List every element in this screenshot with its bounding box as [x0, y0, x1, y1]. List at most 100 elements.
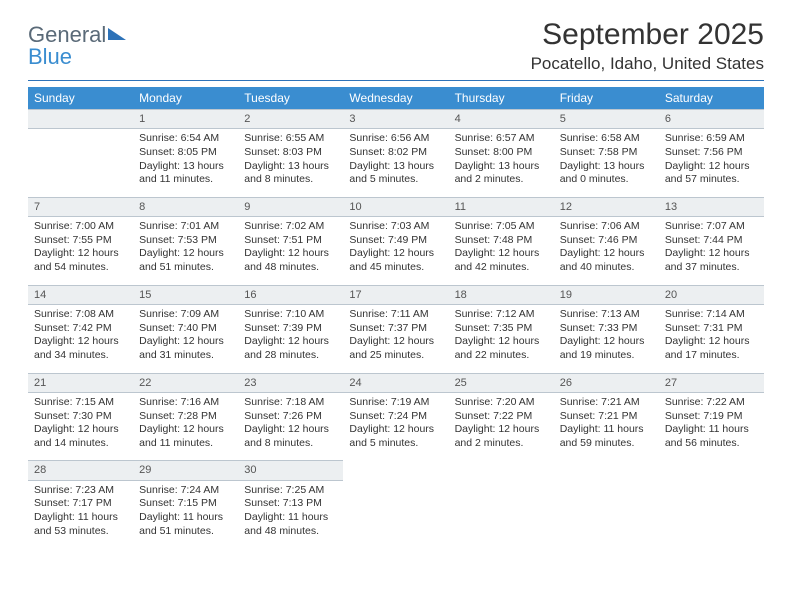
day-number: 28 [28, 460, 133, 480]
sunset-text: Sunset: 7:13 PM [244, 497, 337, 511]
sunset-text: Sunset: 7:28 PM [139, 410, 232, 424]
day-body: Sunrise: 7:03 AMSunset: 7:49 PMDaylight:… [343, 217, 448, 281]
sunset-text: Sunset: 7:24 PM [349, 410, 442, 424]
sunrise-text: Sunrise: 6:58 AM [560, 132, 653, 146]
day-cell: 12Sunrise: 7:06 AMSunset: 7:46 PMDayligh… [554, 197, 659, 281]
sunset-text: Sunset: 7:31 PM [665, 322, 758, 336]
day-number: 6 [659, 109, 764, 129]
sunset-text: Sunset: 7:33 PM [560, 322, 653, 336]
daylight-text: Daylight: 12 hours and 5 minutes. [349, 423, 442, 450]
sunrise-text: Sunrise: 7:13 AM [560, 308, 653, 322]
header-divider [28, 80, 764, 81]
day-number: 14 [28, 285, 133, 305]
day-cell: 25Sunrise: 7:20 AMSunset: 7:22 PMDayligh… [449, 373, 554, 457]
day-cell: 6Sunrise: 6:59 AMSunset: 7:56 PMDaylight… [659, 109, 764, 193]
sunrise-text: Sunrise: 7:05 AM [455, 220, 548, 234]
day-cell: 16Sunrise: 7:10 AMSunset: 7:39 PMDayligh… [238, 285, 343, 369]
sunset-text: Sunset: 7:37 PM [349, 322, 442, 336]
day-number: 3 [343, 109, 448, 129]
daylight-text: Daylight: 12 hours and 14 minutes. [34, 423, 127, 450]
day-number: 30 [238, 460, 343, 480]
day-number: 22 [133, 373, 238, 393]
day-cell: 9Sunrise: 7:02 AMSunset: 7:51 PMDaylight… [238, 197, 343, 281]
day-cell: 28Sunrise: 7:23 AMSunset: 7:17 PMDayligh… [28, 460, 133, 544]
day-cell: . [659, 460, 764, 544]
day-number: 20 [659, 285, 764, 305]
daylight-text: Daylight: 13 hours and 8 minutes. [244, 160, 337, 187]
month-title: September 2025 [531, 18, 764, 52]
daylight-text: Daylight: 12 hours and 37 minutes. [665, 247, 758, 274]
day-number: 12 [554, 197, 659, 217]
daylight-text: Daylight: 12 hours and 40 minutes. [560, 247, 653, 274]
day-body: Sunrise: 7:23 AMSunset: 7:17 PMDaylight:… [28, 481, 133, 545]
day-cell: 15Sunrise: 7:09 AMSunset: 7:40 PMDayligh… [133, 285, 238, 369]
sunrise-text: Sunrise: 7:02 AM [244, 220, 337, 234]
day-cell: . [554, 460, 659, 544]
sunrise-text: Sunrise: 7:11 AM [349, 308, 442, 322]
day-cell: 2Sunrise: 6:55 AMSunset: 8:03 PMDaylight… [238, 109, 343, 193]
day-body: Sunrise: 7:10 AMSunset: 7:39 PMDaylight:… [238, 305, 343, 369]
day-body: Sunrise: 7:25 AMSunset: 7:13 PMDaylight:… [238, 481, 343, 545]
daylight-text: Daylight: 13 hours and 0 minutes. [560, 160, 653, 187]
sunset-text: Sunset: 7:19 PM [665, 410, 758, 424]
daylight-text: Daylight: 12 hours and 45 minutes. [349, 247, 442, 274]
week-row: .1Sunrise: 6:54 AMSunset: 8:05 PMDayligh… [28, 109, 764, 193]
day-cell: 23Sunrise: 7:18 AMSunset: 7:26 PMDayligh… [238, 373, 343, 457]
title-block: September 2025 Pocatello, Idaho, United … [531, 18, 764, 74]
daylight-text: Daylight: 11 hours and 48 minutes. [244, 511, 337, 538]
sunrise-text: Sunrise: 7:01 AM [139, 220, 232, 234]
sunrise-text: Sunrise: 7:20 AM [455, 396, 548, 410]
day-body: Sunrise: 7:19 AMSunset: 7:24 PMDaylight:… [343, 393, 448, 457]
day-cell: 17Sunrise: 7:11 AMSunset: 7:37 PMDayligh… [343, 285, 448, 369]
day-number: 7 [28, 197, 133, 217]
day-cell: 5Sunrise: 6:58 AMSunset: 7:58 PMDaylight… [554, 109, 659, 193]
day-body: Sunrise: 7:00 AMSunset: 7:55 PMDaylight:… [28, 217, 133, 281]
day-number: 10 [343, 197, 448, 217]
sunset-text: Sunset: 7:17 PM [34, 497, 127, 511]
sunset-text: Sunset: 7:15 PM [139, 497, 232, 511]
day-body: Sunrise: 6:54 AMSunset: 8:05 PMDaylight:… [133, 129, 238, 193]
day-cell: 20Sunrise: 7:14 AMSunset: 7:31 PMDayligh… [659, 285, 764, 369]
day-number: 27 [659, 373, 764, 393]
day-body: Sunrise: 7:01 AMSunset: 7:53 PMDaylight:… [133, 217, 238, 281]
daylight-text: Daylight: 12 hours and 28 minutes. [244, 335, 337, 362]
day-number: 18 [449, 285, 554, 305]
week-row: 21Sunrise: 7:15 AMSunset: 7:30 PMDayligh… [28, 373, 764, 457]
day-number: 16 [238, 285, 343, 305]
day-number: 11 [449, 197, 554, 217]
day-number: . [28, 109, 133, 129]
day-number: 13 [659, 197, 764, 217]
sunset-text: Sunset: 8:05 PM [139, 146, 232, 160]
sunrise-text: Sunrise: 7:00 AM [34, 220, 127, 234]
sunrise-text: Sunrise: 7:24 AM [139, 484, 232, 498]
day-body: Sunrise: 7:11 AMSunset: 7:37 PMDaylight:… [343, 305, 448, 369]
day-body: Sunrise: 7:09 AMSunset: 7:40 PMDaylight:… [133, 305, 238, 369]
day-of-week-row: Sunday Monday Tuesday Wednesday Thursday… [28, 87, 764, 109]
calendar-page: General Blue September 2025 Pocatello, I… [0, 0, 792, 566]
day-number: 26 [554, 373, 659, 393]
sunrise-text: Sunrise: 7:08 AM [34, 308, 127, 322]
sunrise-text: Sunrise: 7:03 AM [349, 220, 442, 234]
sunset-text: Sunset: 7:56 PM [665, 146, 758, 160]
daylight-text: Daylight: 12 hours and 48 minutes. [244, 247, 337, 274]
sunrise-text: Sunrise: 7:12 AM [455, 308, 548, 322]
dow-saturday: Saturday [659, 87, 764, 109]
day-number: 23 [238, 373, 343, 393]
day-body: Sunrise: 7:02 AMSunset: 7:51 PMDaylight:… [238, 217, 343, 281]
day-cell: 13Sunrise: 7:07 AMSunset: 7:44 PMDayligh… [659, 197, 764, 281]
sunset-text: Sunset: 7:30 PM [34, 410, 127, 424]
sunrise-text: Sunrise: 6:56 AM [349, 132, 442, 146]
dow-sunday: Sunday [28, 87, 133, 109]
sunset-text: Sunset: 7:46 PM [560, 234, 653, 248]
day-cell: 4Sunrise: 6:57 AMSunset: 8:00 PMDaylight… [449, 109, 554, 193]
daylight-text: Daylight: 11 hours and 56 minutes. [665, 423, 758, 450]
day-cell: 24Sunrise: 7:19 AMSunset: 7:24 PMDayligh… [343, 373, 448, 457]
day-cell: 19Sunrise: 7:13 AMSunset: 7:33 PMDayligh… [554, 285, 659, 369]
sunrise-text: Sunrise: 6:55 AM [244, 132, 337, 146]
day-body: Sunrise: 7:15 AMSunset: 7:30 PMDaylight:… [28, 393, 133, 457]
day-number: 1 [133, 109, 238, 129]
daylight-text: Daylight: 13 hours and 11 minutes. [139, 160, 232, 187]
daylight-text: Daylight: 12 hours and 42 minutes. [455, 247, 548, 274]
header: General Blue September 2025 Pocatello, I… [28, 18, 764, 74]
sunset-text: Sunset: 7:21 PM [560, 410, 653, 424]
